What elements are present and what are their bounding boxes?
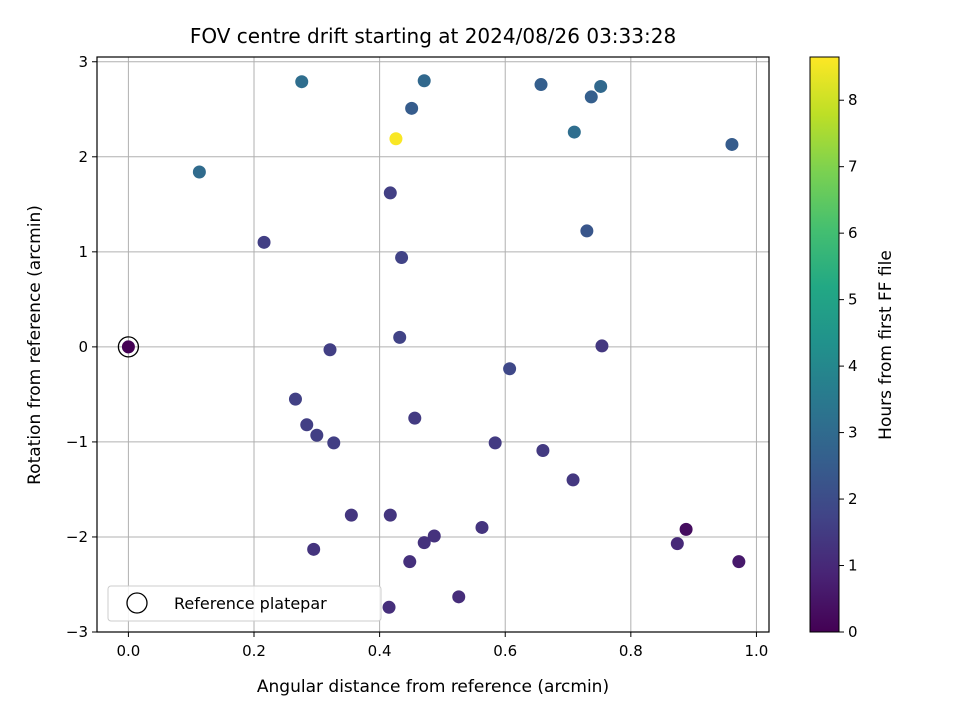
scatter-point — [427, 529, 441, 543]
colorbar-gradient — [809, 56, 840, 633]
scatter-point — [382, 600, 396, 614]
colorbar-ticks: 0 1 2 3 4 5 6 7 8 — [839, 91, 858, 641]
scatter-point — [257, 235, 271, 249]
scatter-point — [670, 537, 684, 551]
legend-box — [107, 585, 382, 622]
y-tick-label: −3 — [66, 623, 88, 641]
scatter-point — [417, 536, 431, 550]
x-tick-label: 0.4 — [368, 642, 392, 660]
scatter-point — [383, 508, 397, 522]
reference-platepar-marker — [117, 336, 140, 358]
scatter-point — [475, 520, 489, 534]
chart-title: FOV centre drift starting at 2024/08/26 … — [190, 24, 676, 48]
colorbar-label: Hours from first FF file — [876, 250, 896, 440]
y-tick-label: 0 — [78, 338, 88, 356]
scatter-point — [534, 78, 548, 92]
y-tick-label: −2 — [66, 528, 88, 546]
x-tick-label: 0.8 — [619, 642, 643, 660]
colorbar-tick-label: 7 — [848, 158, 858, 176]
colorbar-tick-label: 6 — [848, 224, 858, 242]
scatter-point — [300, 418, 314, 432]
legend: Reference platepar — [107, 585, 382, 622]
scatter-point — [393, 330, 407, 344]
y-tick-label: 2 — [78, 148, 88, 166]
scatter-point — [192, 165, 206, 179]
colorbar-tick-label: 3 — [848, 424, 858, 442]
x-tick-label: 0.0 — [116, 642, 140, 660]
colorbar: 0 1 2 3 4 5 6 7 8 Hours from first FF file — [809, 56, 896, 641]
y-tick-label: 1 — [78, 243, 88, 261]
y-axis-label: Rotation from reference (arcmin) — [25, 205, 45, 485]
scatter-point — [344, 508, 358, 522]
legend-reference-label: Reference platepar — [174, 594, 327, 613]
y-tick-label: −1 — [66, 433, 88, 451]
reference-marker — [117, 336, 140, 358]
scatter-point — [389, 132, 403, 146]
scatter-point — [503, 362, 517, 376]
scatter-point — [580, 224, 594, 238]
scatter-point — [408, 411, 422, 425]
scatter-point — [121, 340, 135, 354]
grid-lines — [97, 57, 769, 633]
scatter-point — [405, 101, 419, 115]
scatter-point — [584, 90, 598, 104]
colorbar-tick-label: 4 — [848, 357, 858, 375]
scatter-point — [594, 79, 608, 93]
colorbar-tick-label: 1 — [848, 557, 858, 575]
legend-reference-marker-icon — [126, 592, 148, 614]
scatter-point — [488, 436, 502, 450]
colorbar-tick-label: 2 — [848, 490, 858, 508]
scatter-point — [288, 392, 302, 406]
scatter-point — [566, 473, 580, 487]
scatter-point — [295, 75, 309, 89]
scatter-point — [452, 590, 466, 604]
scatter-point — [327, 436, 341, 450]
data-points — [121, 74, 746, 614]
x-axis-ticks: 0.0 0.2 0.4 0.6 0.8 1.0 — [116, 632, 768, 660]
scatter-point — [307, 542, 321, 556]
x-tick-label: 1.0 — [745, 642, 769, 660]
scatter-point — [536, 443, 550, 457]
y-axis-ticks: −3 −2 −1 0 1 2 3 — [66, 53, 97, 641]
scatter-point — [403, 555, 417, 569]
scatter-point — [679, 522, 693, 536]
colorbar-tick-label: 0 — [848, 623, 858, 641]
scatter-point — [595, 339, 609, 353]
scatter-point — [732, 555, 746, 569]
scatter-point — [323, 343, 337, 357]
scatter-point — [395, 251, 409, 265]
scatter-point — [725, 137, 739, 151]
scatter-point — [383, 186, 397, 200]
plot-frame — [96, 56, 770, 633]
scatter-point — [310, 428, 324, 442]
x-axis-label: Angular distance from reference (arcmin) — [257, 677, 609, 697]
colorbar-tick-label: 8 — [848, 91, 858, 109]
colorbar-tick-label: 5 — [848, 291, 858, 309]
scatter-point — [417, 74, 431, 88]
y-tick-label: 3 — [78, 53, 88, 71]
x-tick-label: 0.2 — [242, 642, 266, 660]
x-tick-label: 0.6 — [493, 642, 517, 660]
scatter-point — [567, 125, 581, 139]
